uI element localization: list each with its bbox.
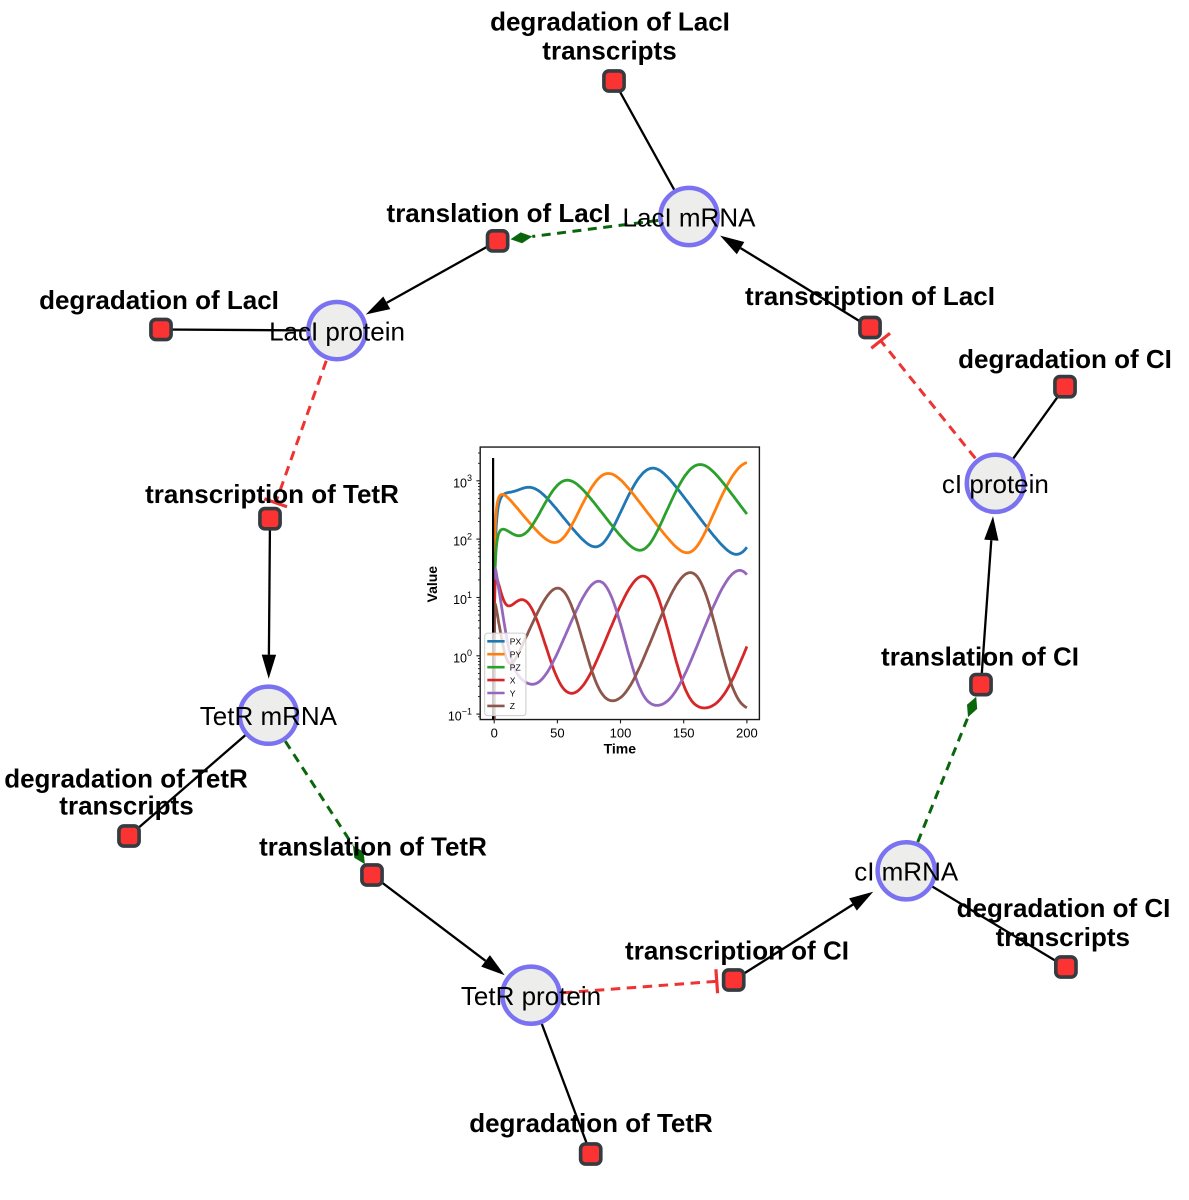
svg-text:degradation of TetR: degradation of TetR <box>4 764 248 794</box>
svg-text:PX: PX <box>510 637 522 647</box>
svg-text:X: X <box>510 675 516 685</box>
svg-text:Value: Value <box>424 566 440 603</box>
svg-text:0: 0 <box>491 726 498 741</box>
svg-text:translation of TetR: translation of TetR <box>259 832 487 862</box>
svg-text:Z: Z <box>510 701 515 711</box>
svg-text:translation of CI: translation of CI <box>881 642 1079 672</box>
svg-text:transcripts: transcripts <box>542 36 676 66</box>
svg-text:translation of LacI: translation of LacI <box>387 198 611 228</box>
svg-text:100: 100 <box>610 726 632 741</box>
svg-text:200: 200 <box>736 726 758 741</box>
svg-text:transcription of TetR: transcription of TetR <box>145 479 399 509</box>
svg-text:transcription of LacI: transcription of LacI <box>745 281 995 311</box>
svg-text:LacI protein: LacI protein <box>269 316 405 346</box>
svg-text:degradation of CI: degradation of CI <box>958 344 1172 374</box>
svg-text:cI mRNA: cI mRNA <box>854 857 959 887</box>
svg-text:LacI mRNA: LacI mRNA <box>623 202 757 232</box>
svg-text:degradation of LacI: degradation of LacI <box>490 7 730 37</box>
svg-text:degradation of LacI: degradation of LacI <box>39 285 279 315</box>
svg-text:50: 50 <box>550 726 564 741</box>
svg-text:transcripts: transcripts <box>59 791 193 821</box>
svg-text:Time: Time <box>604 741 637 757</box>
svg-text:degradation of TetR: degradation of TetR <box>469 1108 713 1138</box>
svg-text:transcription of CI: transcription of CI <box>625 936 849 966</box>
svg-text:TetR mRNA: TetR mRNA <box>200 701 338 731</box>
svg-text:Y: Y <box>510 688 516 698</box>
svg-text:150: 150 <box>673 726 695 741</box>
svg-text:transcripts: transcripts <box>996 922 1130 952</box>
svg-text:PY: PY <box>510 650 522 660</box>
svg-text:TetR protein: TetR protein <box>461 981 601 1011</box>
svg-text:degradation of CI: degradation of CI <box>957 893 1171 923</box>
svg-text:cI protein: cI protein <box>942 469 1049 499</box>
svg-text:PZ: PZ <box>510 663 521 673</box>
